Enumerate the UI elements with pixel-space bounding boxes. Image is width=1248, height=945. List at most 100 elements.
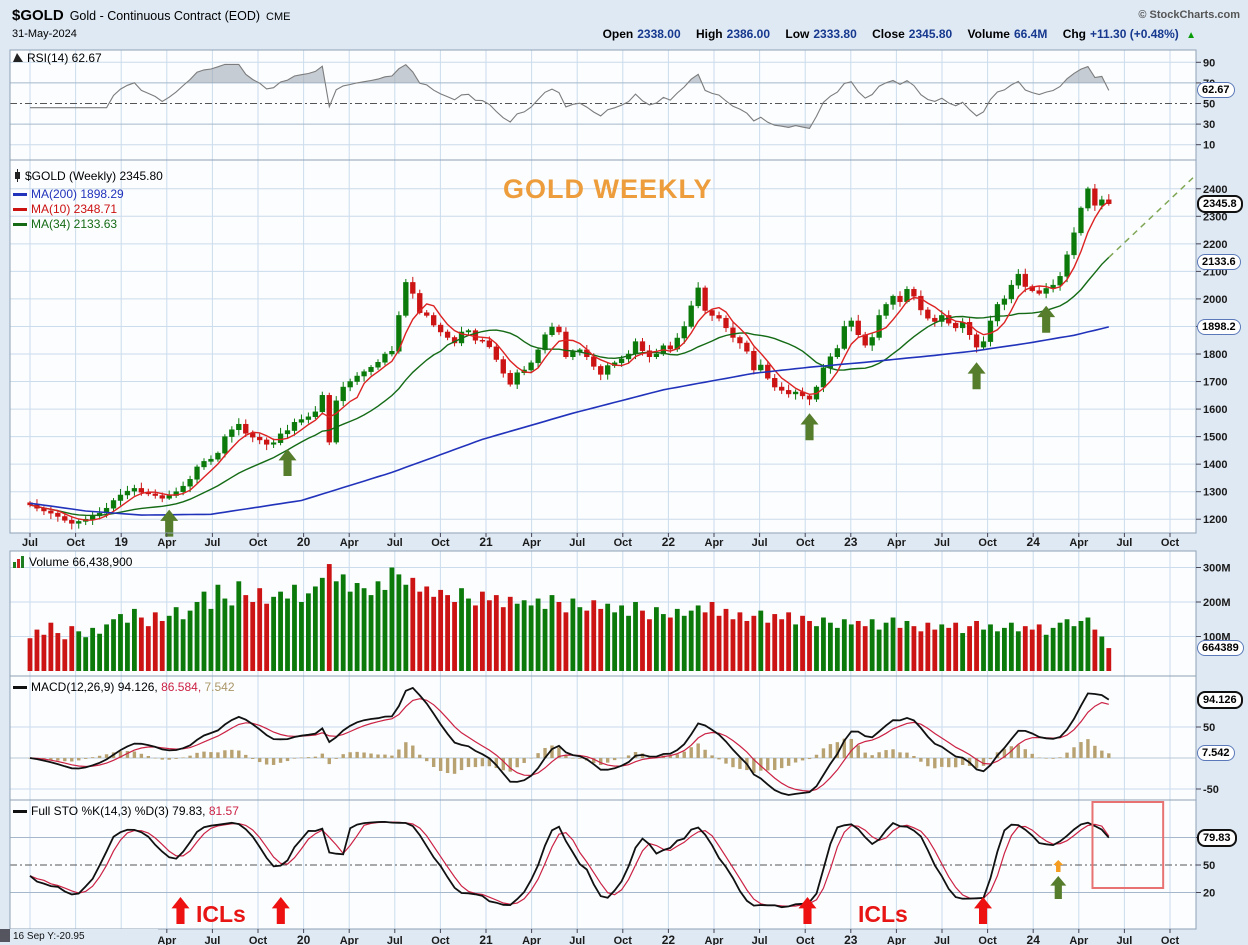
ma34-line-icon [13,223,27,227]
svg-text:1300: 1300 [1203,487,1227,499]
low-label: Low [785,27,810,41]
svg-text:Jul: Jul [204,935,220,945]
high-label: High [695,27,723,41]
macd-line-icon [13,686,27,690]
svg-text:Oct: Oct [1161,935,1180,945]
svg-text:20: 20 [1203,888,1215,900]
up-arrow-icon: ▲ [1186,30,1196,41]
svg-text:50: 50 [1203,99,1215,111]
svg-text:Jul: Jul [1116,935,1132,945]
breakout-box [1091,801,1165,889]
svg-text:Oct: Oct [249,537,268,549]
price-legend-label: $GOLD (Weekly) 2345.80 [25,169,163,183]
svg-text:Apr: Apr [1069,935,1089,945]
svg-text:1600: 1600 [1203,404,1227,416]
macd-legend: MACD(12,26,9) 94.126, 86.584, 7.542 [13,680,235,694]
svg-text:Oct: Oct [66,537,85,549]
svg-text:Jul: Jul [22,537,38,549]
price-icl-arrow [967,362,986,390]
svg-text:Jul: Jul [387,537,403,549]
svg-text:Oct: Oct [614,935,633,945]
svg-text:21: 21 [479,933,493,945]
svg-text:Oct: Oct [431,537,450,549]
svg-text:Jul: Jul [752,935,768,945]
svg-text:Apr: Apr [157,935,177,945]
price-icl-arrow [800,413,819,441]
svg-text:22: 22 [662,535,676,549]
svg-text:24: 24 [1027,933,1041,945]
svg-text:300M: 300M [1203,563,1231,575]
svg-text:Oct: Oct [796,935,815,945]
moving-averages [29,177,1194,521]
svg-text:20: 20 [297,933,311,945]
macd-hist-value-pill: 7.542 [1197,745,1235,762]
svg-text:Apr: Apr [705,537,725,549]
sto-orange-marker [1053,860,1064,872]
svg-text:Jul: Jul [934,537,950,549]
sto-icl-arrow [798,897,817,924]
rsi-value-pill: 62.67 [1197,82,1235,99]
volume-bars-icon [13,556,24,568]
price-icl-arrow [278,449,297,477]
crosshair-readout: 16 Sep Y:-20.95 [0,929,158,945]
svg-text:Jul: Jul [569,537,585,549]
svg-text:Apr: Apr [887,935,907,945]
svg-text:1200: 1200 [1203,514,1227,526]
sto-value-pill: 79.83 [1197,828,1237,847]
ma10-legend: MA(10) 2348.71 [13,202,117,216]
crosshair-readout-text: 16 Sep Y:-20.95 [13,931,85,942]
price-value-pill: 2345.8 [1197,194,1243,213]
open-label: Open [602,27,634,41]
candlestick-icon [15,169,20,182]
svg-text:50: 50 [1203,722,1215,734]
macd-value-pill: 94.126 [1197,690,1243,709]
svg-text:2200: 2200 [1203,239,1227,251]
symbol: $GOLD [12,7,64,24]
close-label: Close [872,27,905,41]
indicator-icon [13,53,23,62]
volume-bars [27,564,1112,671]
sto-green-arrow [1050,876,1067,899]
rsi-series [30,63,1110,130]
svg-text:Apr: Apr [522,537,542,549]
svg-text:1800: 1800 [1203,349,1227,361]
svg-text:Apr: Apr [340,537,360,549]
svg-text:24: 24 [1027,535,1041,549]
svg-text:Jul: Jul [387,935,403,945]
volume-value: 66.4M [1013,27,1048,41]
svg-text:50: 50 [1203,860,1215,872]
ma34-value-pill: 2133.6 [1197,254,1241,271]
high-value: 2386.00 [726,27,771,41]
svg-text:23: 23 [844,535,858,549]
open-value: 2338.00 [637,27,681,41]
svg-text:90: 90 [1203,57,1215,69]
svg-text:20: 20 [297,535,311,549]
svg-text:Oct: Oct [249,935,268,945]
svg-text:Jul: Jul [752,537,768,549]
svg-text:23: 23 [844,933,858,945]
svg-text:10: 10 [1203,140,1215,152]
close-value: 2345.80 [908,27,953,41]
chart-header: $GOLD Gold - Continuous Contract (EOD) CME [12,7,291,25]
svg-text:1700: 1700 [1203,377,1227,389]
sto-line-icon [13,810,27,814]
rsi-legend: RSI(14) 62.67 [13,51,102,65]
volume-legend-label: Volume 66,438,900 [29,555,133,569]
svg-text:Apr: Apr [157,537,177,549]
svg-text:Apr: Apr [1069,537,1089,549]
volume-label: Volume [967,27,1010,41]
annotations [160,305,1165,924]
macd-hist-label: 7.542 [204,680,235,694]
svg-text:Apr: Apr [887,537,907,549]
symbol-description: Gold - Continuous Contract (EOD) [69,9,261,23]
icls-label-1: ICLs [196,901,246,927]
volume-legend: Volume 66,438,900 [13,555,132,569]
icls-label-2: ICLs [858,901,908,927]
svg-text:30: 30 [1203,119,1215,131]
price-icl-arrow [1037,305,1056,333]
sto-k-label: 79.83, [172,804,206,818]
ma10-legend-label: MA(10) 2348.71 [31,202,118,216]
price-legend: $GOLD (Weekly) 2345.80 [13,169,163,183]
